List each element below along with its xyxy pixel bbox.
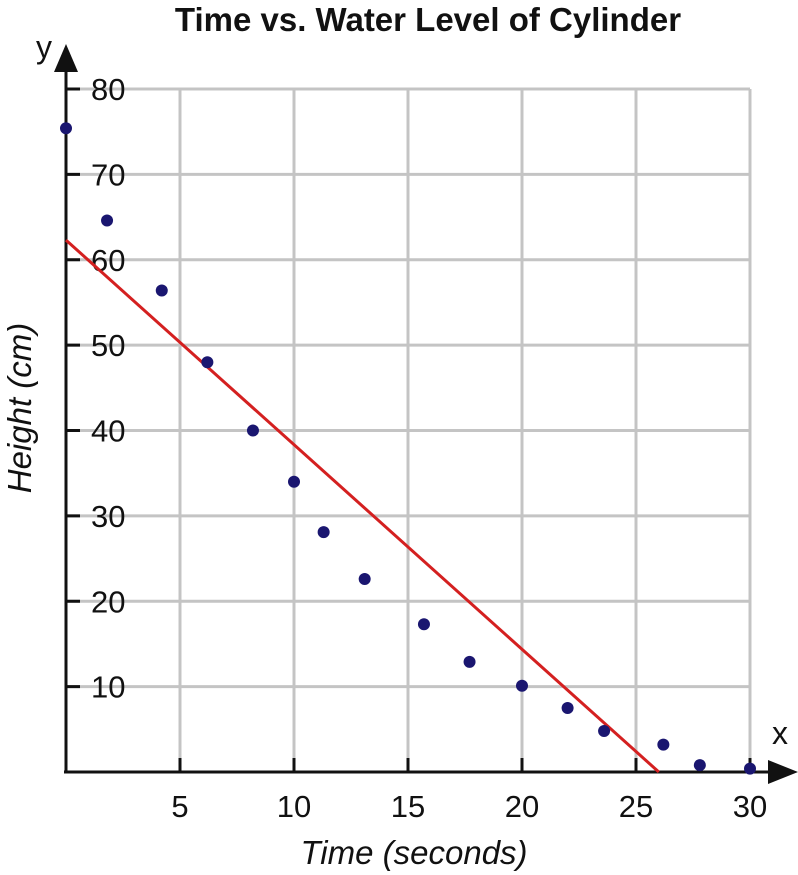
data-point (657, 738, 670, 751)
tick-labels: 5 10 15 20 25 30 10 20 30 40 50 60 70 80 (91, 72, 767, 824)
x-tick-label: 30 (733, 789, 767, 824)
x-tick-label: 25 (619, 789, 653, 824)
data-point (598, 725, 611, 738)
data-point (744, 762, 756, 775)
x-axis-arrow-icon (768, 760, 798, 784)
data-point (693, 759, 706, 772)
best-fit-line (64, 238, 660, 774)
x-axis-label: Time (seconds) (300, 834, 527, 871)
data-point (463, 655, 476, 668)
data-point (101, 214, 114, 227)
data-point (358, 573, 371, 586)
y-tick-label: 30 (91, 499, 125, 534)
x-tick-label: 15 (391, 789, 425, 824)
x-axis-name: x (772, 715, 788, 751)
y-tick-label: 50 (91, 328, 125, 363)
y-tick-label: 70 (91, 157, 125, 192)
data-point (246, 424, 259, 437)
y-tick-label: 60 (91, 243, 125, 278)
chart-title: Time vs. Water Level of Cylinder (175, 1, 681, 38)
data-point (561, 701, 574, 714)
data-point (417, 618, 430, 631)
y-axis-arrow-icon (54, 44, 78, 72)
y-axis-label: Height (cm) (1, 323, 38, 494)
y-tick-label: 20 (91, 584, 125, 619)
data-point (288, 475, 300, 488)
data-point (516, 679, 528, 692)
data-point (201, 356, 214, 369)
x-tick-label: 10 (277, 789, 311, 824)
x-tick-label: 5 (171, 789, 188, 824)
y-tick-label: 80 (91, 72, 125, 107)
y-tick-label: 10 (91, 670, 125, 705)
axes (54, 44, 798, 784)
data-point (155, 284, 168, 297)
y-axis-name: y (36, 29, 52, 65)
data-points (60, 122, 756, 775)
data-point (60, 122, 72, 135)
grid-lines (66, 87, 752, 772)
x-tick-label: 20 (505, 789, 539, 824)
data-point (317, 526, 330, 539)
y-tick-label: 40 (91, 414, 125, 449)
